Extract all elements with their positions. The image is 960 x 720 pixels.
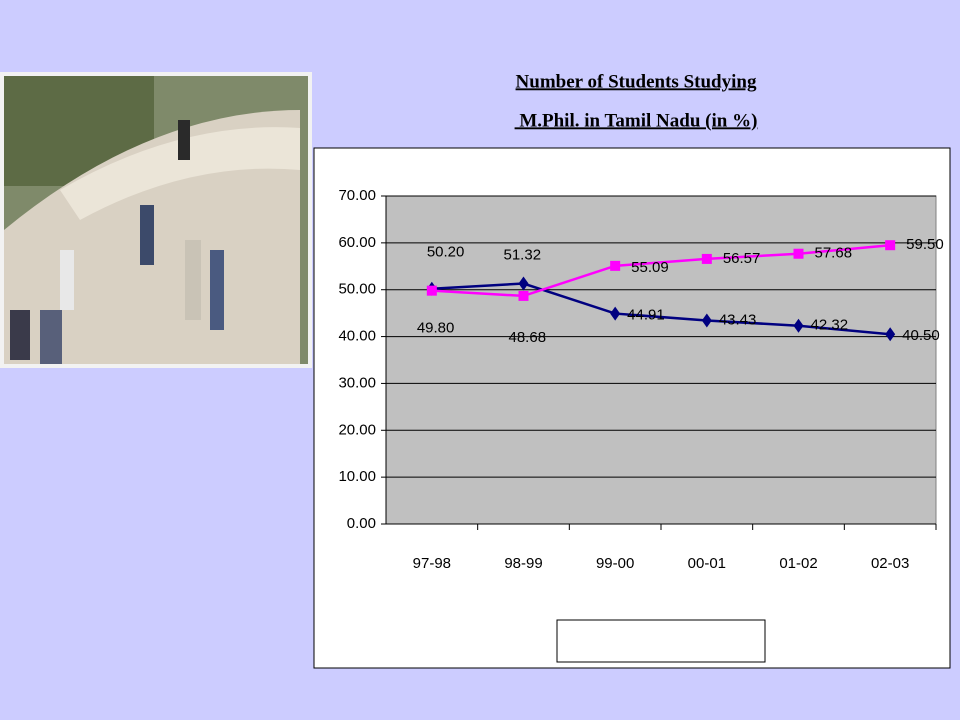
marker	[885, 240, 896, 251]
value-label: 44.91	[627, 307, 665, 324]
x-tick-label: 02-03	[871, 555, 909, 572]
photo-person	[40, 310, 62, 364]
y-tick-label: 40.00	[338, 328, 376, 345]
marker	[426, 285, 437, 296]
value-label: 59.50	[906, 236, 944, 253]
value-label: 57.68	[815, 245, 853, 262]
photo-person	[185, 240, 201, 320]
photo-person	[140, 205, 154, 265]
photo-person	[60, 250, 74, 310]
y-tick-label: 50.00	[338, 281, 376, 298]
legend	[556, 619, 766, 663]
marker	[793, 248, 804, 259]
y-tick-label: 20.00	[338, 421, 376, 438]
chart-title: Number of Students Studying	[516, 71, 757, 92]
photo	[0, 72, 312, 368]
line	[431, 282, 891, 336]
marker	[518, 276, 529, 291]
marker	[793, 318, 804, 333]
value-label: 49.80	[417, 320, 455, 337]
y-tick-label: 10.00	[338, 468, 376, 485]
value-label: 51.32	[504, 246, 542, 263]
y-tick-label: 70.00	[338, 187, 376, 204]
value-label: 42.32	[811, 317, 849, 334]
y-tick-label: 30.00	[338, 374, 376, 391]
value-label: 56.57	[723, 250, 761, 267]
plot-area	[385, 195, 937, 525]
photo-person	[178, 120, 190, 160]
value-label: 40.50	[902, 327, 940, 344]
marker	[701, 313, 712, 328]
x-tick-label: 00-01	[688, 555, 726, 572]
photo-person	[10, 310, 30, 360]
marker	[610, 306, 621, 321]
line	[431, 243, 891, 298]
marker	[885, 327, 896, 342]
y-tick-label: 60.00	[338, 234, 376, 251]
marker	[701, 253, 712, 264]
marker	[610, 260, 621, 271]
marker	[518, 290, 529, 301]
value-label: 50.20	[427, 244, 465, 261]
chart-subtitle: M.Phil. in Tamil Nadu (in %)	[515, 110, 758, 131]
value-label: 43.43	[719, 311, 757, 328]
x-tick-label: 01-02	[779, 555, 817, 572]
x-tick-label: 99-00	[596, 555, 634, 572]
value-label: 55.09	[631, 259, 669, 276]
photo-person	[210, 250, 224, 330]
photo-wall	[60, 127, 300, 220]
y-tick-label: 0.00	[347, 515, 376, 532]
value-label: 48.68	[509, 329, 547, 346]
x-tick-label: 97-98	[413, 555, 451, 572]
x-tick-label: 98-99	[504, 555, 542, 572]
